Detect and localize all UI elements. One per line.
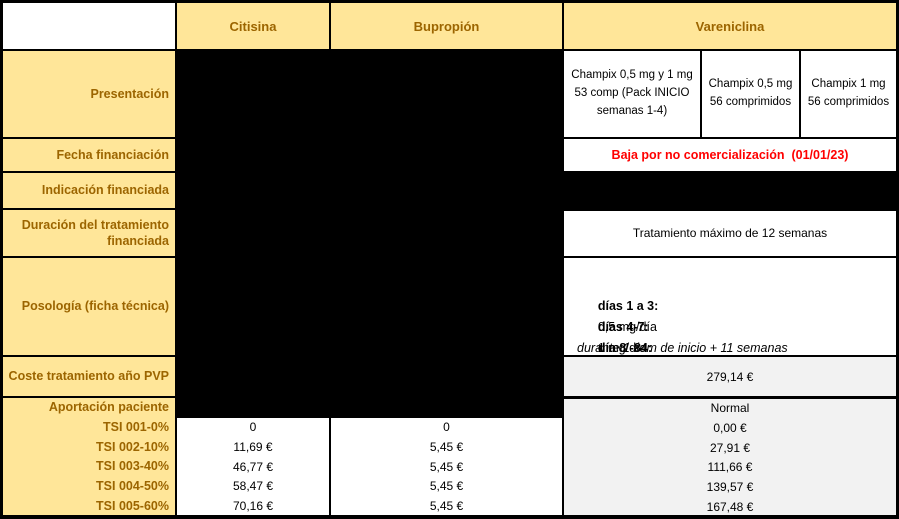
- vareniclina-aportacion-block: Normal 0,00 € 27,91 € 111,66 € 139,57 € …: [563, 397, 897, 516]
- redacted-block-vareniclina-indicacion: [563, 171, 897, 211]
- vareniclina-presentacion-1mg: Champix 1 mg 56 comprimidos: [800, 50, 897, 138]
- vareniclina-presentacion-pack-inicio: Champix 0,5 mg y 1 mg 53 comp (Pack INIC…: [563, 50, 701, 138]
- citisina-tsi-005-value: 70,16 €: [232, 499, 274, 514]
- bupropion-tsi-001-value: 0: [443, 420, 450, 434]
- bupropion-tsi-002-value: 5,45 €: [429, 439, 464, 454]
- baja-comercializacion-text: Baja por no comercialización (01/01/23): [611, 148, 849, 162]
- corner-cell: [2, 2, 176, 50]
- posologia-label-3: día 8 -84:: [597, 341, 653, 355]
- row-header-posologia: Posología (ficha técnica): [2, 257, 176, 356]
- redacted-block-citisina-bupropion: [176, 50, 563, 417]
- vareniclina-tsi-003-value: 111,66 €: [707, 460, 753, 475]
- posologia-note: durante 1 sem de inicio + 11 semanas: [577, 341, 788, 355]
- row-header-presentacion: Presentación: [2, 50, 176, 138]
- vareniclina-duracion-cell: Tratamiento máximo de 12 semanas: [563, 209, 897, 257]
- row-header-tsi-004: TSI 004-50%: [96, 479, 169, 494]
- vareniclina-aportacion-tipo: Normal: [710, 401, 750, 415]
- vareniclina-coste-cell: 279,14 €: [563, 356, 897, 397]
- posologia-value-1: 0,5 mg/día: [597, 320, 657, 334]
- citisina-tsi-004-value: 58,47 €: [232, 479, 274, 494]
- posologia-value-2: 1 mg/día: [597, 341, 647, 355]
- row-header-duracion-tratamiento: Duración del tratamiento financiada: [2, 209, 176, 257]
- posologia-line-1: días 1 a 3: 0,5 mg/día: [577, 275, 890, 334]
- row-header-tsi-003: TSI 003-40%: [96, 459, 169, 474]
- citisina-tsi-003-value: 46,77 €: [232, 459, 274, 474]
- row-header-tsi-002: TSI 002-10%: [96, 439, 169, 454]
- citisina-tsi-002-value: 11,69 €: [233, 439, 273, 454]
- row-header-tsi-005: TSI 005-60%: [96, 498, 169, 513]
- posologia-label-2: días 4-7:: [597, 320, 649, 334]
- column-header-bupropion: Bupropión: [330, 2, 563, 50]
- vareniclina-tsi-002-value: 27,91 €: [709, 440, 751, 455]
- column-header-citisina: Citisina: [176, 2, 330, 50]
- vareniclina-fecha-financiacion-cell: Baja por no comercialización (01/01/23): [563, 138, 897, 172]
- posologia-line-2: días 4-7: 1 mg/día: [577, 296, 890, 355]
- row-header-tsi-001: TSI 001-0%: [102, 419, 169, 434]
- row-header-coste-tratamiento: Coste tratamiento año PVP: [2, 356, 176, 397]
- bupropion-tsi-004-value: 5,45 €: [429, 479, 464, 494]
- vareniclina-presentacion-0-5mg: Champix 0,5 mg 56 comprimidos: [701, 50, 800, 138]
- citisina-tsi-block: 0 11,69 € 46,77 € 58,47 € 70,16 €: [176, 417, 330, 516]
- row-header-aportacion-paciente: Aportación paciente: [48, 400, 169, 414]
- bupropion-tsi-005-value: 5,45 €: [429, 499, 464, 514]
- bupropion-tsi-block: 0 5,45 € 5,45 € 5,45 € 5,45 €: [330, 417, 563, 516]
- row-header-aportacion-tsi-block: Aportación paciente TSI 001-0% TSI 002-1…: [2, 397, 176, 516]
- vareniclina-tsi-005-value: 167,48 €: [706, 499, 754, 514]
- column-header-vareniclina: Vareniclina: [563, 2, 897, 50]
- vareniclina-tsi-001-value: 0,00 €: [713, 420, 747, 435]
- citisina-tsi-001-value: 0: [249, 420, 257, 434]
- posologia-label-1: días 1 a 3:: [597, 299, 659, 313]
- row-header-indicacion-financiada: Indicación financiada: [2, 172, 176, 209]
- row-header-fecha-financiacion: Fecha financiación: [2, 138, 176, 172]
- vareniclina-tsi-004-value: 139,57 €: [706, 480, 754, 495]
- vareniclina-posologia-cell: días 1 a 3: 0,5 mg/día días 4-7: 1 mg/dí…: [563, 257, 897, 376]
- bupropion-tsi-003-value: 5,45 €: [429, 459, 464, 474]
